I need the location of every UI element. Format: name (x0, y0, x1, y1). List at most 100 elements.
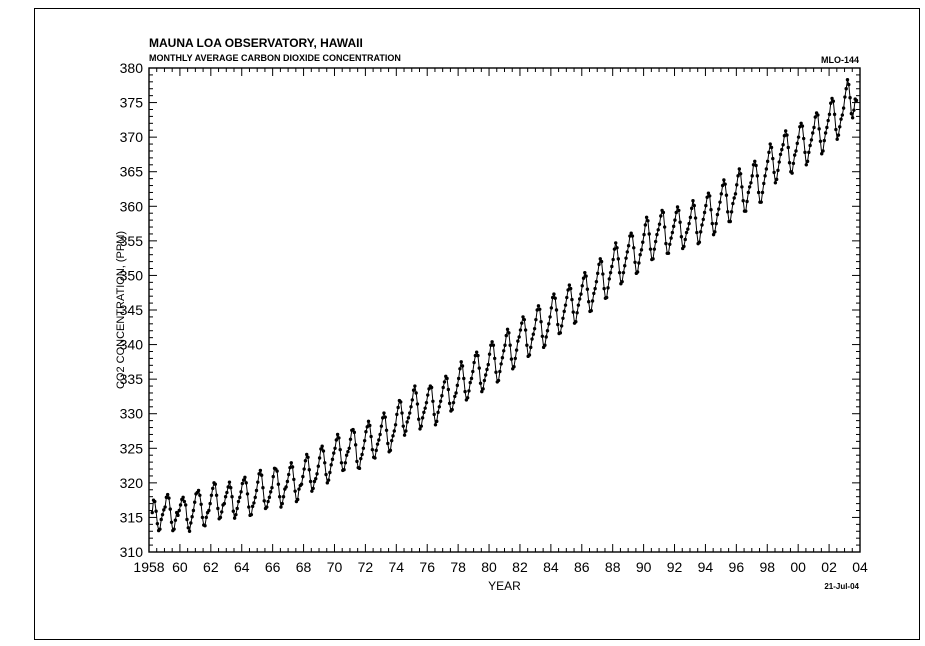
data-point (315, 472, 319, 476)
data-point (254, 488, 259, 493)
data-point (724, 193, 729, 197)
data-point (307, 468, 311, 472)
data-point (392, 429, 396, 433)
data-point (190, 515, 194, 519)
data-point (162, 508, 166, 512)
data-point (235, 506, 239, 511)
data-point (494, 370, 498, 374)
data-point (281, 494, 286, 499)
data-point (279, 505, 283, 509)
data-point (647, 232, 651, 236)
data-point (177, 508, 181, 513)
data-point (700, 223, 704, 227)
x-tick-label: 72 (358, 559, 374, 575)
data-point (523, 328, 528, 332)
data-point (838, 125, 842, 129)
data-point (818, 139, 823, 143)
data-point (559, 324, 564, 328)
data-point (773, 181, 778, 185)
data-point (505, 327, 510, 332)
data-point (835, 137, 839, 141)
data-point (445, 376, 449, 381)
data-point (579, 292, 583, 296)
data-point (366, 419, 371, 424)
data-point (285, 479, 290, 484)
x-tick-label: 02 (821, 559, 837, 575)
data-point (669, 236, 673, 240)
data-point (178, 503, 183, 507)
data-point (741, 199, 745, 203)
data-point (520, 321, 524, 325)
data-point (556, 322, 560, 327)
data-point (222, 501, 227, 506)
data-point (450, 407, 454, 412)
data-point (605, 295, 609, 300)
data-point (375, 442, 380, 446)
data-point (223, 494, 228, 499)
data-point (243, 475, 247, 480)
data-point (782, 134, 787, 138)
data-point (525, 343, 529, 347)
data-point (490, 340, 494, 344)
data-point (214, 493, 219, 497)
data-point (181, 495, 185, 500)
data-point (405, 420, 409, 424)
data-point (673, 218, 677, 222)
data-point (360, 452, 364, 457)
data-point (719, 192, 723, 196)
data-point (198, 493, 202, 497)
data-point (803, 150, 807, 155)
data-point (471, 369, 475, 374)
data-point (414, 391, 418, 395)
data-point (230, 494, 234, 499)
data-point (462, 376, 466, 381)
data-point (538, 307, 542, 312)
data-point (610, 264, 614, 269)
data-point (402, 433, 407, 437)
data-point (293, 489, 297, 493)
data-point (695, 230, 699, 235)
data-point (521, 315, 525, 319)
data-point (656, 228, 660, 232)
y-tick-label: 330 (120, 406, 144, 422)
data-point (286, 472, 291, 477)
data-point (342, 468, 346, 472)
data-point (617, 270, 622, 275)
data-point (265, 505, 269, 509)
data-point (290, 465, 295, 469)
data-point (324, 472, 328, 477)
data-point (270, 486, 274, 490)
data-point (746, 190, 751, 195)
data-point (718, 200, 722, 204)
data-point (791, 161, 796, 166)
data-point (382, 411, 386, 415)
data-point (745, 199, 749, 204)
x-tick-label: 96 (729, 559, 745, 575)
data-point (570, 297, 574, 302)
data-point (339, 461, 344, 465)
data-point (326, 478, 331, 482)
data-point (714, 221, 718, 226)
data-point (754, 163, 758, 168)
data-point (481, 387, 485, 391)
data-point (827, 112, 832, 117)
data-point (626, 244, 631, 248)
data-point (657, 222, 662, 226)
data-point (247, 505, 251, 509)
data-point (704, 203, 708, 208)
data-point (550, 295, 555, 300)
data-point (756, 190, 761, 195)
data-point (472, 360, 476, 365)
data-point (522, 317, 527, 322)
y-axis-label: CO2 CONCENTRATION, (PPM) (115, 231, 127, 389)
data-point (723, 182, 727, 186)
data-point (420, 416, 425, 420)
x-tick-label: 1958 (133, 559, 164, 575)
data-point (733, 192, 738, 196)
y-tick-label: 380 (120, 60, 144, 76)
data-point (317, 456, 322, 460)
data-point (769, 145, 774, 150)
data-point (319, 447, 323, 451)
data-point (786, 145, 790, 150)
y-tick-label: 360 (120, 198, 144, 214)
